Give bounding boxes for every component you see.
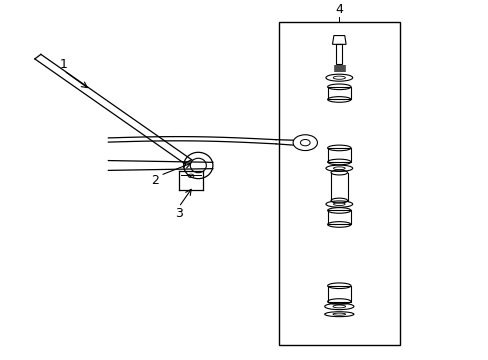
Text: 4: 4: [335, 3, 343, 16]
Text: 2: 2: [151, 174, 159, 187]
Text: 3: 3: [175, 207, 183, 220]
Text: 1: 1: [60, 58, 68, 71]
